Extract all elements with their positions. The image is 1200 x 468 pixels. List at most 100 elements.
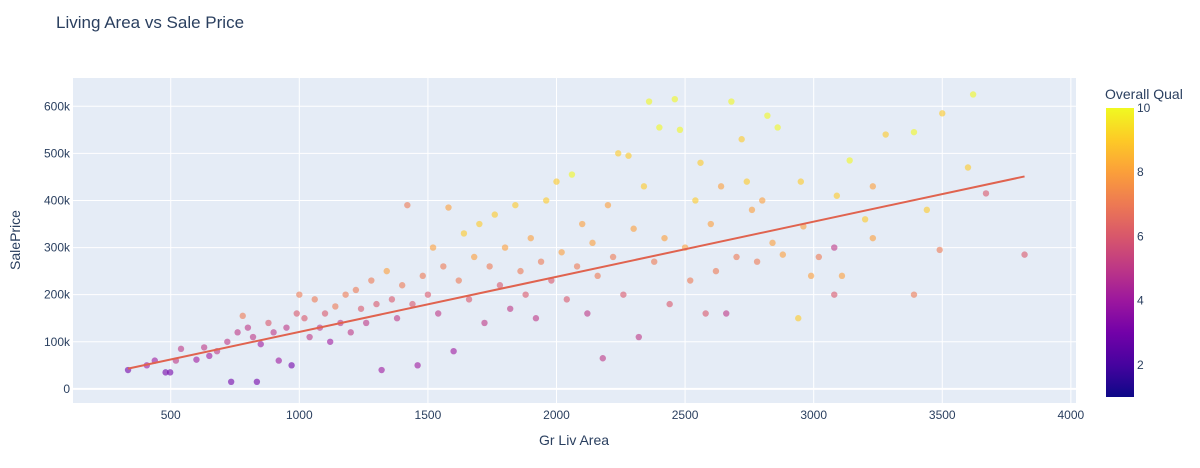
data-point [939, 110, 946, 117]
data-point [594, 272, 601, 280]
data-point [779, 251, 787, 258]
data-point [759, 197, 766, 204]
data-point [774, 124, 781, 131]
data-point [512, 201, 519, 209]
data-point [378, 366, 385, 374]
y-tick-label: 0 [63, 382, 70, 396]
x-tick-label: 3000 [800, 408, 827, 422]
data-point [563, 296, 570, 303]
data-point [347, 329, 354, 336]
colorbar-tick-label: 2 [1137, 358, 1144, 372]
data-point [753, 258, 761, 265]
data-point [414, 362, 421, 369]
data-point [687, 277, 694, 284]
data-point [579, 220, 586, 228]
data-point [481, 319, 488, 327]
data-point [640, 183, 648, 190]
data-point [306, 333, 313, 341]
data-point [861, 216, 869, 223]
data-point [476, 220, 483, 228]
data-point [666, 300, 673, 308]
data-point [496, 282, 504, 289]
y-tick-label: 500k [44, 146, 71, 160]
data-point [409, 300, 416, 308]
data-point [244, 324, 252, 331]
data-point [707, 220, 715, 228]
data-point [738, 136, 745, 143]
data-point [311, 296, 318, 303]
x-tick-label: 4000 [1058, 408, 1085, 422]
data-point [609, 253, 617, 261]
data-point [465, 296, 473, 303]
data-point [748, 206, 756, 214]
data-point [486, 263, 493, 270]
data-point [764, 112, 771, 119]
data-point [455, 277, 462, 284]
data-point [568, 171, 576, 178]
data-point [388, 296, 396, 303]
colorbar-title: Overall Qual [1105, 86, 1183, 102]
data-point [620, 291, 627, 298]
data-point [275, 357, 282, 364]
data-point [625, 152, 632, 159]
trendline-layer [127, 175, 1025, 370]
colorbar-tick-label: 8 [1137, 165, 1144, 179]
data-point [522, 291, 529, 298]
data-point [429, 244, 437, 251]
y-tick-label: 100k [44, 335, 71, 349]
data-point [723, 310, 730, 317]
data-point [815, 253, 823, 261]
y-tick-label: 200k [44, 288, 71, 302]
data-point [833, 192, 841, 199]
data-point [342, 291, 349, 298]
data-point [712, 267, 720, 275]
data-point [553, 178, 560, 185]
data-point [982, 190, 990, 197]
data-point [1021, 251, 1028, 258]
data-point [645, 98, 653, 105]
data-point [656, 124, 663, 131]
plot-background [73, 78, 1076, 403]
data-point [573, 263, 581, 270]
data-point [167, 369, 174, 376]
data-point [293, 310, 300, 317]
data-point [460, 230, 468, 237]
data-point [838, 272, 846, 280]
data-point [651, 258, 658, 265]
data-point [692, 197, 699, 204]
data-point [604, 201, 612, 209]
data-point [393, 315, 401, 322]
data-point [831, 291, 838, 298]
data-point [257, 340, 264, 348]
data-point [635, 333, 642, 341]
data-point [527, 234, 534, 242]
data-point [599, 355, 606, 362]
data-point [558, 249, 565, 256]
data-point [491, 211, 498, 218]
x-tick-label: 500 [161, 408, 181, 422]
data-point [532, 315, 540, 322]
data-point [283, 324, 290, 331]
data-point [383, 267, 390, 275]
data-point [615, 150, 622, 157]
data-point [321, 310, 329, 317]
x-axis-label: Gr Liv Area [539, 432, 609, 448]
data-point [296, 291, 303, 298]
data-point [419, 272, 426, 280]
data-point [517, 267, 524, 275]
colorbar-ticks: 2 4 6 8 10 [1137, 101, 1151, 372]
y-tick-label: 300k [44, 241, 71, 255]
data-point [697, 159, 704, 166]
data-point [910, 291, 918, 298]
data-point [589, 239, 596, 247]
data-point [630, 225, 637, 232]
x-tick-label: 3500 [929, 408, 956, 422]
colorbar-tick-label: 4 [1137, 294, 1144, 308]
data-point [882, 131, 889, 138]
data-point [368, 277, 375, 284]
data-point [445, 204, 452, 211]
data-point [404, 201, 411, 209]
data-point [332, 303, 339, 310]
data-point [910, 128, 918, 136]
